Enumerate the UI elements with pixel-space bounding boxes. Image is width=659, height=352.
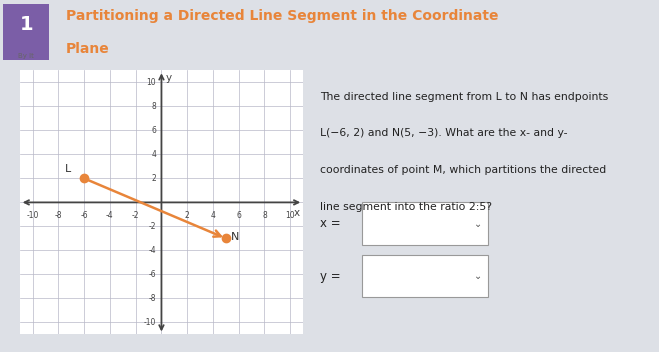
Text: -10: -10: [26, 211, 39, 220]
Text: -10: -10: [144, 318, 156, 327]
Text: 4: 4: [210, 211, 215, 220]
Text: 4: 4: [152, 150, 156, 159]
Text: The directed line segment from L to N has endpoints: The directed line segment from L to N ha…: [320, 92, 608, 101]
Text: -4: -4: [106, 211, 114, 220]
Text: y =: y =: [320, 270, 340, 283]
Text: N: N: [231, 232, 239, 241]
Text: y: y: [166, 73, 172, 83]
FancyBboxPatch shape: [362, 202, 488, 245]
Text: 10: 10: [147, 78, 156, 87]
Text: ⌄: ⌄: [474, 271, 482, 281]
Text: -8: -8: [149, 294, 156, 303]
Text: 8: 8: [262, 211, 267, 220]
Text: x =: x =: [320, 217, 340, 230]
Text: 6: 6: [237, 211, 241, 220]
Text: -6: -6: [149, 270, 156, 279]
Text: -8: -8: [55, 211, 62, 220]
Text: -4: -4: [149, 246, 156, 255]
Text: 1: 1: [20, 14, 33, 33]
Text: coordinates of point M, which partitions the directed: coordinates of point M, which partitions…: [320, 165, 606, 175]
Text: line segment into the ratio 2:5?: line segment into the ratio 2:5?: [320, 202, 492, 212]
Text: x: x: [294, 208, 300, 218]
Text: -2: -2: [132, 211, 140, 220]
Text: 8: 8: [152, 102, 156, 111]
Text: 2: 2: [185, 211, 190, 220]
Text: 10: 10: [285, 211, 295, 220]
Text: Plane: Plane: [66, 43, 109, 56]
Text: -2: -2: [149, 222, 156, 231]
FancyBboxPatch shape: [362, 255, 488, 297]
Text: L(−6, 2) and N(5, −3). What are the x- and y-: L(−6, 2) and N(5, −3). What are the x- a…: [320, 128, 567, 138]
Text: L: L: [65, 164, 71, 174]
Text: 6: 6: [152, 126, 156, 135]
Text: -6: -6: [80, 211, 88, 220]
Text: By It: By It: [18, 53, 34, 59]
Text: 2: 2: [152, 174, 156, 183]
Text: ⌄: ⌄: [474, 219, 482, 228]
FancyBboxPatch shape: [3, 5, 49, 60]
Text: Partitioning a Directed Line Segment in the Coordinate: Partitioning a Directed Line Segment in …: [66, 9, 498, 23]
